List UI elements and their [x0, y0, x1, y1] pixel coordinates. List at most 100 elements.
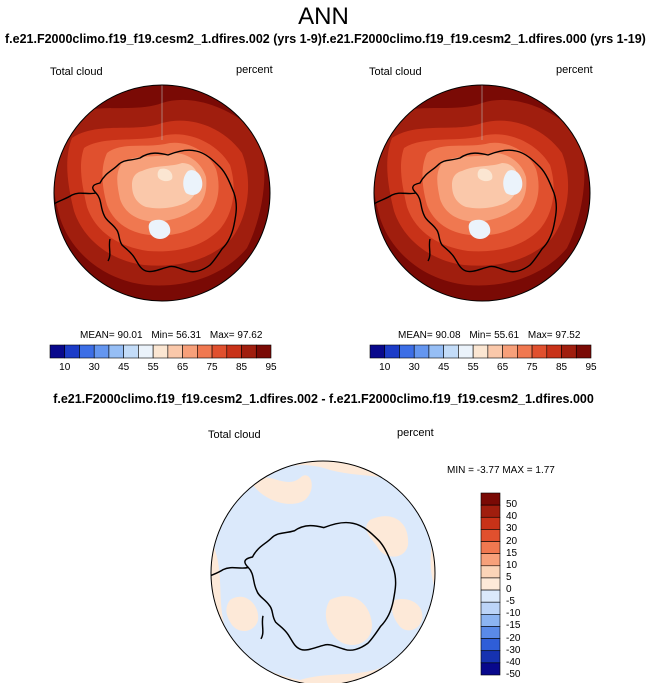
colorbar-cell: [64, 344, 80, 359]
colorbar-tick-label: 75: [206, 362, 218, 373]
colorbar-cell: [480, 577, 501, 591]
colorbar-tick-label: 95: [265, 362, 277, 373]
colorbar-tick-label: -15: [506, 620, 521, 632]
colorbar-cell: [93, 344, 110, 359]
colorbar-cell: [255, 344, 272, 359]
colorbar-tick-label: 10: [506, 559, 518, 571]
left-colorbar: [49, 344, 272, 359]
colorbar-tick-label: 65: [497, 362, 509, 373]
colorbar-cell: [182, 344, 198, 359]
colorbar-cell: [480, 626, 501, 639]
max-value: 1.77: [535, 465, 555, 476]
diff-map: [210, 460, 436, 683]
colorbar-tick-label: 75: [526, 362, 538, 373]
min-value: 56.31: [176, 330, 202, 341]
mean-value: 90.08: [435, 330, 461, 341]
min-label: Min=: [469, 330, 492, 341]
colorbar-cell: [49, 344, 66, 359]
colorbar-cell: [575, 344, 592, 359]
colorbar-cell: [502, 344, 518, 359]
diff-colorbar: [480, 492, 501, 676]
colorbar-cell: [399, 344, 415, 359]
min-label: MIN =: [447, 465, 474, 476]
colorbar-tick-label: -10: [506, 608, 521, 620]
colorbar-cell: [241, 344, 257, 359]
max-label: MAX =: [502, 465, 533, 476]
colorbar-tick-label: 45: [118, 362, 130, 373]
max-label: Max=: [527, 330, 553, 341]
left-panel-case-title: f.e21.F2000climo.f19_f19.cesm2_1.dfires.…: [5, 32, 322, 46]
colorbar-cell: [226, 344, 242, 359]
colorbar-cell: [546, 344, 562, 359]
right-variable-label: Total cloud: [369, 66, 422, 78]
min-value: 55.61: [494, 330, 520, 341]
colorbar-cell: [167, 344, 183, 359]
colorbar-cell: [413, 344, 430, 359]
colorbar-tick-label: 5: [506, 571, 512, 583]
colorbar-tick-label: 55: [147, 362, 159, 373]
colorbar-tick-label: 30: [506, 523, 518, 535]
colorbar-cell: [384, 344, 400, 359]
colorbar-tick-label: 20: [506, 535, 518, 547]
left-variable-label: Total cloud: [50, 66, 103, 78]
colorbar-cell: [531, 344, 548, 359]
colorbar-tick-label: 10: [379, 362, 391, 373]
max-value: 97.52: [555, 330, 581, 341]
left-map: [53, 84, 271, 302]
colorbar-tick-label: -50: [506, 669, 521, 680]
colorbar-cell: [152, 344, 169, 359]
diff-panel-title: f.e21.F2000climo.f19_f19.cesm2_1.dfires.…: [53, 392, 594, 406]
left-stats: MEAN= 90.01 Min= 56.31 Max= 97.62: [80, 330, 262, 341]
colorbar-cell: [443, 344, 459, 359]
colorbar-tick-label: 50: [506, 499, 518, 511]
colorbar-tick-label: 45: [438, 362, 450, 373]
colorbar-tick-label: -30: [506, 644, 521, 656]
colorbar-cell: [480, 516, 501, 530]
colorbar-tick-label: -20: [506, 632, 521, 644]
min-value: -3.77: [476, 465, 500, 476]
colorbar-cell: [480, 565, 501, 579]
max-label: Max=: [209, 330, 235, 341]
colorbar-tick-label: -5: [506, 596, 515, 608]
colorbar-cell: [517, 344, 533, 359]
colorbar-cell: [211, 344, 228, 359]
colorbar-cell: [480, 638, 501, 652]
colorbar-cell: [480, 504, 501, 518]
colorbar-cell: [487, 344, 503, 359]
colorbar-tick-label: 40: [506, 511, 518, 523]
right-map: [373, 84, 591, 302]
colorbar-tick-label: 30: [408, 362, 420, 373]
right-panel-case-title: f.e21.F2000climo.f19_f19.cesm2_1.dfires.…: [322, 32, 646, 46]
colorbar-tick-label: 65: [177, 362, 189, 373]
right-units-label: percent: [556, 64, 593, 76]
colorbar-cell: [480, 601, 501, 615]
right-colorbar: [369, 344, 592, 359]
diff-variable-label: Total cloud: [208, 429, 261, 441]
right-stats: MEAN= 90.08 Min= 55.61 Max= 97.52: [398, 330, 580, 341]
max-value: 97.62: [237, 330, 263, 341]
colorbar-cell: [197, 344, 213, 359]
colorbar-tick-label: -40: [506, 656, 521, 668]
colorbar-tick-label: 85: [555, 362, 568, 373]
colorbar-cell: [428, 344, 444, 359]
colorbar-cell: [369, 344, 386, 359]
colorbar-cell: [472, 344, 489, 359]
mean-label: MEAN=: [398, 330, 433, 341]
colorbar-cell: [561, 344, 577, 359]
colorbar-cell: [480, 553, 501, 567]
colorbar-tick-label: 85: [235, 362, 248, 373]
colorbar-tick-label: 30: [88, 362, 100, 373]
mean-label: MEAN=: [80, 330, 115, 341]
colorbar-cell: [480, 529, 501, 542]
colorbar-cell: [123, 344, 139, 359]
colorbar-cell: [480, 589, 501, 603]
colorbar-cell: [458, 344, 474, 359]
mean-value: 90.01: [117, 330, 143, 341]
diff-units-label: percent: [397, 427, 434, 439]
colorbar-tick-label: 15: [506, 547, 518, 559]
colorbar-cell: [79, 344, 95, 359]
colorbar-cell: [480, 492, 501, 506]
colorbar-cell: [480, 662, 501, 676]
colorbar-cell: [138, 344, 154, 359]
